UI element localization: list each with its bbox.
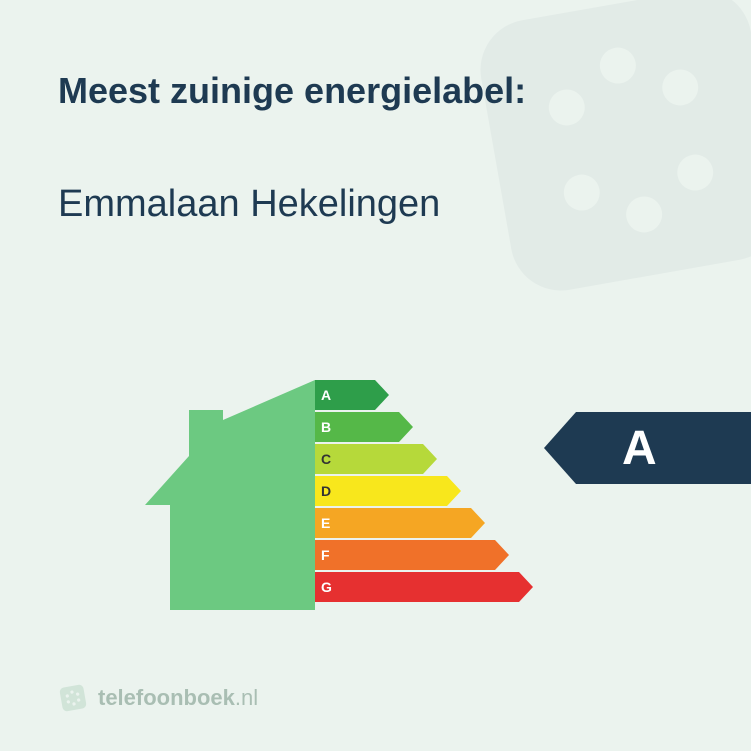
energy-bar-e: E: [315, 508, 533, 538]
energy-bar-letter: E: [321, 515, 330, 531]
energy-bar-letter: C: [321, 451, 331, 467]
energy-bar-letter: F: [321, 547, 330, 563]
energy-bar-f: F: [315, 540, 533, 570]
energy-bar-c: C: [315, 444, 533, 474]
footer-brand-bold: telefoonboek: [98, 685, 235, 710]
energy-bar-d: D: [315, 476, 533, 506]
energy-bars: ABCDEFG: [315, 380, 533, 604]
energy-bar-letter: B: [321, 419, 331, 435]
energy-bar-letter: G: [321, 579, 332, 595]
footer-brand-light: .nl: [235, 685, 258, 710]
energy-bar-letter: A: [321, 387, 331, 403]
house-icon: [145, 380, 315, 615]
energy-bar-b: B: [315, 412, 533, 442]
energy-bar-g: G: [315, 572, 533, 602]
energy-graphic: ABCDEFG A: [145, 370, 615, 630]
page-subtitle: Emmalaan Hekelingen: [58, 183, 440, 226]
page-title: Meest zuinige energielabel:: [58, 70, 526, 112]
phonebook-icon: [58, 683, 88, 713]
energy-bar-letter: D: [321, 483, 331, 499]
footer-brand: telefoonboek.nl: [58, 683, 258, 713]
energy-bar-a: A: [315, 380, 533, 410]
rating-badge: A: [544, 412, 751, 484]
watermark-icon: [451, 0, 751, 320]
rating-badge-letter: A: [622, 421, 657, 476]
footer-brand-text: telefoonboek.nl: [98, 685, 258, 711]
